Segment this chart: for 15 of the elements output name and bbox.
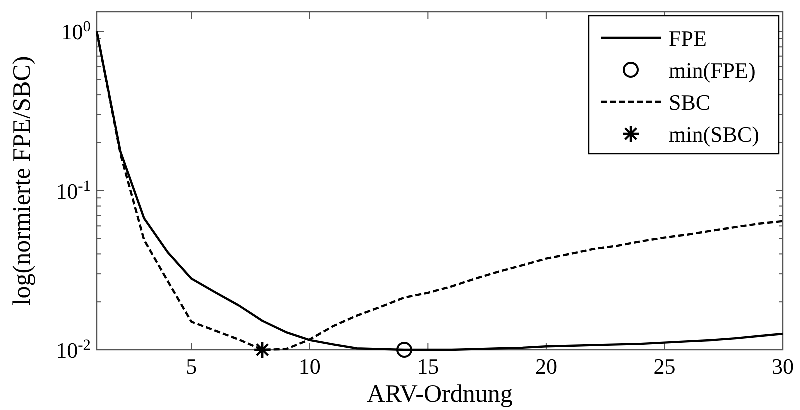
x-tick-label: 5	[186, 354, 198, 379]
x-tick-label: 15	[417, 354, 440, 379]
x-tick-label: 10	[298, 354, 321, 379]
legend-label: FPE	[669, 26, 707, 51]
x-tick-label: 25	[654, 354, 676, 379]
y-tick-label: 10$^{-2}$	[56, 336, 91, 363]
y-axis-title: log(normierte FPE/SBC)	[9, 56, 36, 306]
x-axis-title: ARV-Ordnung	[367, 381, 514, 408]
legend-label: SBC	[669, 90, 711, 115]
x-tick-label: 30	[772, 354, 794, 379]
x-tick-label: 20	[535, 354, 558, 379]
legend-label: min(SBC)	[669, 122, 760, 147]
y-tick-label: 10$^{0}$	[61, 18, 92, 45]
y-tick-label: 10$^{-1}$	[56, 177, 91, 204]
legend-label: min(FPE)	[669, 58, 756, 83]
